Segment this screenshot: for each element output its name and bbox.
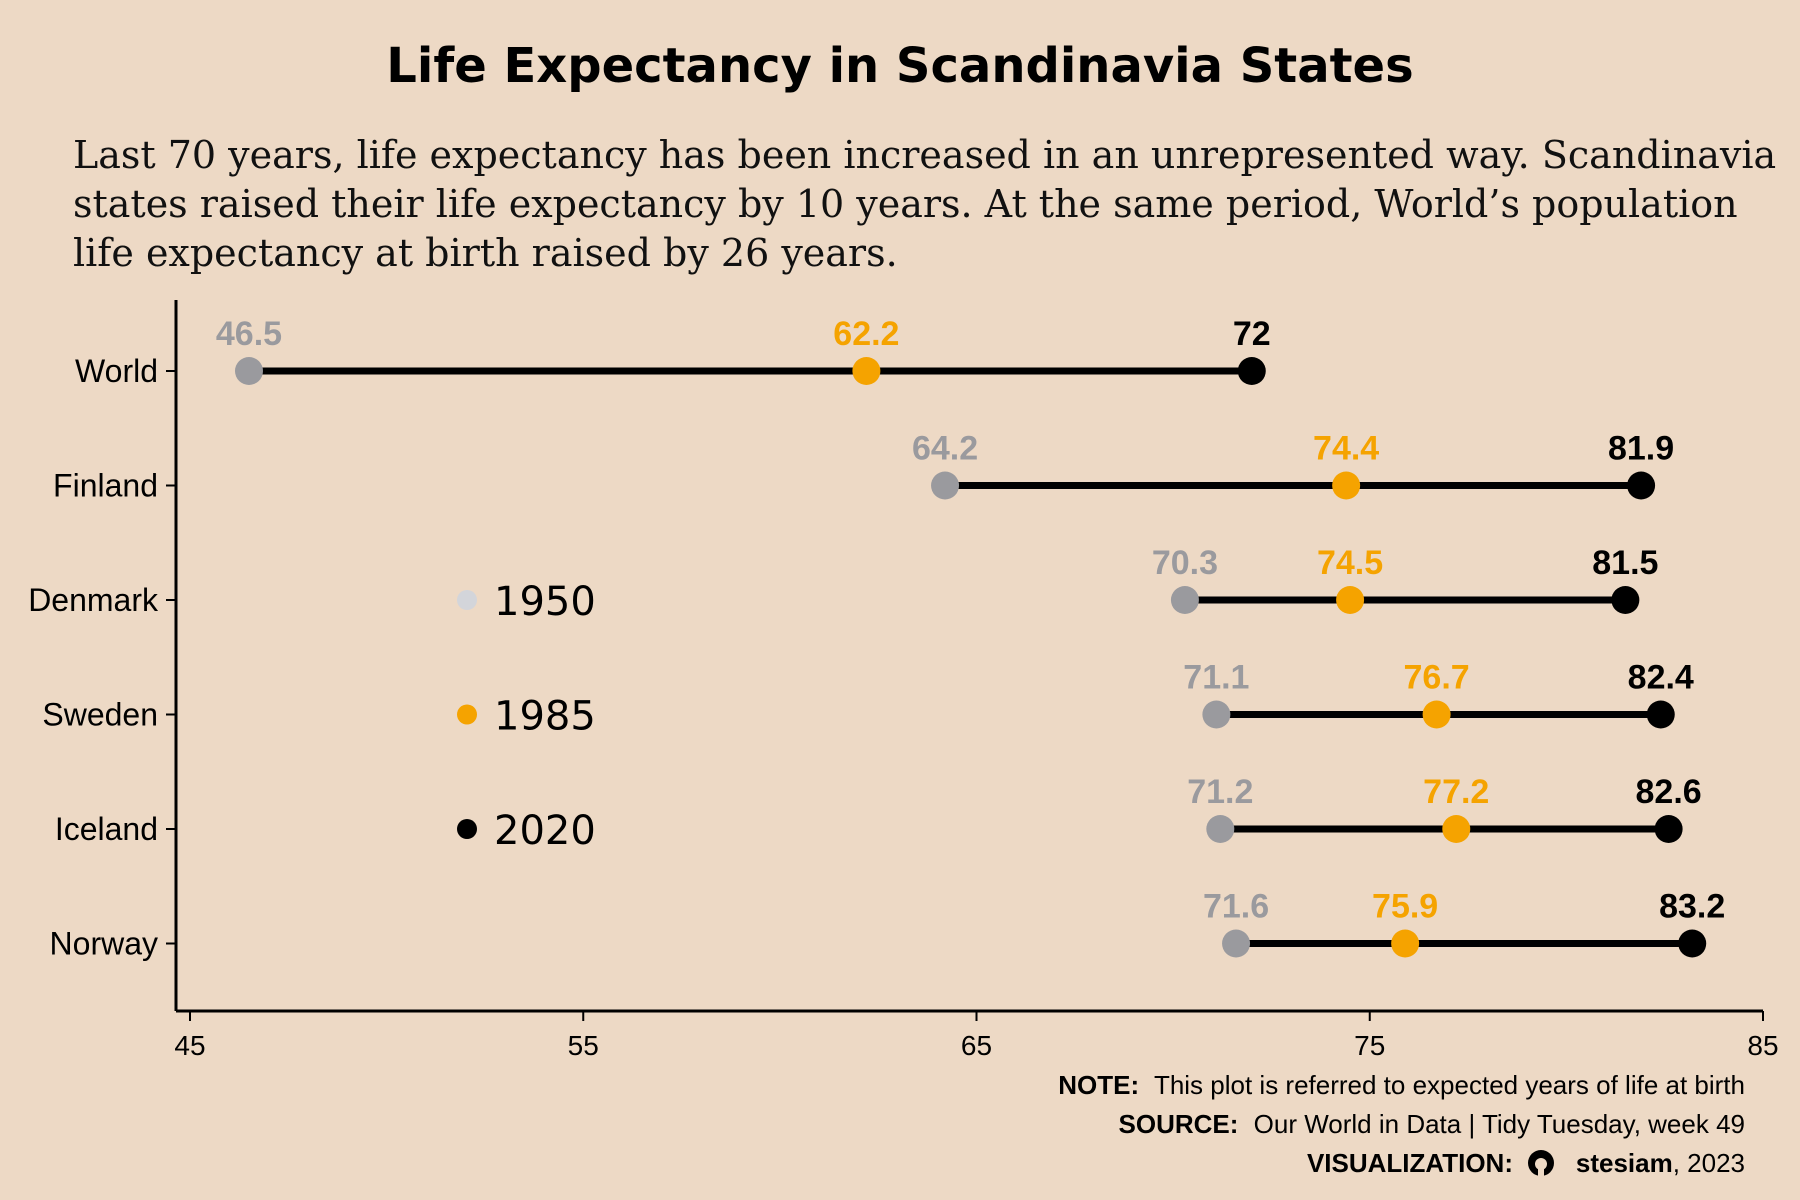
chart-subtitle: Last 70 years, life expectancy has been … xyxy=(73,133,1776,275)
x-tick-label: 55 xyxy=(568,1030,599,1061)
caption-note-text: This plot is referred to expected years … xyxy=(1154,1070,1745,1100)
data-point-1950 xyxy=(234,357,263,385)
data-label-1985: 74.5 xyxy=(1317,544,1383,582)
data-label-1950: 71.6 xyxy=(1203,888,1269,926)
caption-viz-author-line: stesiam, 2023 xyxy=(1576,1148,1745,1178)
data-point-1985 xyxy=(1336,586,1365,614)
data-point-1950 xyxy=(1202,700,1231,729)
data-label-1985: 74.4 xyxy=(1313,430,1379,468)
data-point-2020 xyxy=(1678,929,1707,958)
data-label-1985: 62.2 xyxy=(833,315,899,353)
data-point-2020 xyxy=(1237,357,1266,385)
y-category-label: Iceland xyxy=(55,811,158,847)
x-tick-label: 65 xyxy=(961,1030,992,1061)
y-category-label: World xyxy=(75,353,158,389)
caption: NOTE: This plot is referred to expected … xyxy=(1058,1070,1745,1178)
data-point-1950 xyxy=(1170,586,1199,614)
data-label-2020: 82.6 xyxy=(1636,773,1702,811)
y-category-label: Norway xyxy=(50,926,158,962)
data-point-1985 xyxy=(1332,471,1361,500)
data-label-1950: 71.2 xyxy=(1187,773,1253,811)
legend-key-2020 xyxy=(457,819,477,839)
x-tick-label: 45 xyxy=(174,1030,205,1061)
data-label-2020: 72 xyxy=(1233,315,1271,353)
data-label-1985: 77.2 xyxy=(1423,773,1489,811)
data-point-1985 xyxy=(1442,815,1471,843)
data-label-2020: 82.4 xyxy=(1628,659,1694,697)
data-point-2020 xyxy=(1646,700,1675,729)
plot-area: 45 55 65 75 85 World 46.5 62.2 72 Finland 64.2 74.4… xyxy=(28,300,1779,1061)
data-label-2020: 83.2 xyxy=(1659,888,1725,926)
data-point-1950 xyxy=(931,471,960,500)
data-point-2020 xyxy=(1627,471,1656,500)
data-label-1950: 71.1 xyxy=(1183,659,1249,697)
caption-viz-label: VISUALIZATION: xyxy=(1307,1148,1513,1178)
data-point-2020 xyxy=(1611,586,1640,614)
y-category-label: Sweden xyxy=(42,697,158,733)
legend-label-2020: 2020 xyxy=(494,808,596,854)
github-icon xyxy=(1528,1150,1554,1177)
data-label-2020: 81.9 xyxy=(1608,430,1674,468)
data-label-1950: 70.3 xyxy=(1152,544,1218,582)
data-label-1985: 75.9 xyxy=(1372,888,1438,926)
data-point-1985 xyxy=(852,357,881,385)
x-tick-label: 85 xyxy=(1747,1030,1778,1061)
subtitle-line: states raised their life expectancy by 1… xyxy=(73,182,1738,226)
legend-key-1950 xyxy=(457,590,477,610)
caption-source-text: Our World in Data | Tidy Tuesday, week 4… xyxy=(1254,1109,1745,1139)
data-point-2020 xyxy=(1654,815,1683,843)
chart-title: Life Expectancy in Scandinavia States xyxy=(386,38,1413,94)
y-category-label: Finland xyxy=(53,468,158,504)
caption-source: SOURCE: Our World in Data | Tidy Tuesday… xyxy=(1119,1109,1746,1139)
x-tick-label: 75 xyxy=(1354,1030,1385,1061)
data-label-1985: 76.7 xyxy=(1404,659,1470,697)
legend: 1950 1985 2020 xyxy=(457,579,596,854)
subtitle-line: Last 70 years, life expectancy has been … xyxy=(73,133,1776,177)
data-label-1950: 46.5 xyxy=(216,315,282,353)
data-point-1985 xyxy=(1422,700,1451,729)
data-point-1950 xyxy=(1222,929,1251,958)
data-label-1950: 64.2 xyxy=(912,430,978,468)
y-category-label: Denmark xyxy=(28,582,159,618)
data-point-1985 xyxy=(1391,929,1420,958)
caption-note: NOTE: This plot is referred to expected … xyxy=(1058,1070,1745,1100)
caption-viz-author: stesiam xyxy=(1576,1148,1673,1178)
legend-label-1950: 1950 xyxy=(494,579,596,625)
legend-label-1985: 1985 xyxy=(494,694,596,740)
legend-key-1985 xyxy=(457,704,477,725)
caption-note-label: NOTE: xyxy=(1058,1070,1139,1100)
caption-source-label: SOURCE: xyxy=(1119,1109,1239,1139)
caption-viz-year: , 2023 xyxy=(1673,1148,1745,1178)
data-label-2020: 81.5 xyxy=(1592,544,1658,582)
subtitle-line: life expectancy at birth raised by 26 ye… xyxy=(73,231,898,275)
data-point-1950 xyxy=(1206,815,1235,843)
caption-viz: VISUALIZATION: xyxy=(1307,1148,1513,1178)
